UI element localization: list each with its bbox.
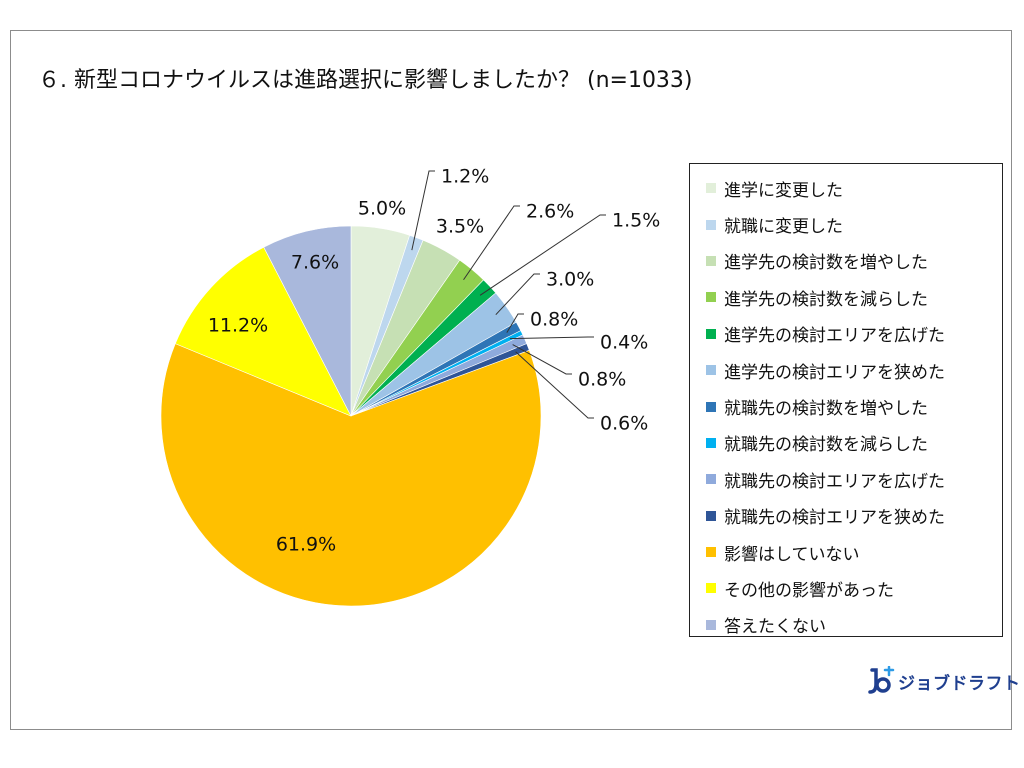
legend-swatch — [706, 292, 716, 303]
legend-swatch — [706, 219, 716, 230]
legend-item: 就職先の検討エリアを広げた — [706, 461, 1002, 497]
legend-label: 就職先の検討数を減らした — [724, 435, 928, 456]
legend-swatch — [706, 183, 716, 194]
jobdraft-logo-icon — [868, 666, 895, 694]
jobdraft-logo: ジョブドラフト — [866, 666, 1021, 696]
leader-line — [463, 205, 520, 281]
data-label: 0.8% — [530, 309, 578, 331]
legend-label: 進学先の検討エリアを狭めた — [724, 362, 945, 383]
legend-item: 進学に変更した — [706, 170, 1002, 206]
pie-slices — [160, 225, 542, 607]
legend-label: その他の影響があった — [724, 580, 894, 601]
legend-label: 進学先の検討エリアを広げた — [724, 326, 945, 347]
legend-swatch — [706, 474, 716, 485]
legend-item: 進学先の検討数を増やした — [706, 243, 1002, 279]
legend-swatch — [706, 401, 716, 412]
legend-label: 就職先の検討数を増やした — [724, 399, 928, 420]
data-label: 61.9% — [276, 534, 336, 556]
legend-label: 答えたくない — [724, 617, 826, 638]
leader-line — [411, 170, 435, 251]
pie-slice — [160, 343, 542, 607]
jobdraft-logo-text: ジョブドラフト — [898, 673, 1021, 694]
leader-line — [506, 313, 524, 333]
legend-label: 進学先の検討数を増やした — [724, 253, 928, 274]
leader-line — [479, 214, 606, 296]
legend: 進学に変更した 就職に変更した 進学先の検討数を増やした 進学先の検討数を減らし… — [689, 163, 1003, 637]
legend-swatch — [706, 547, 716, 558]
legend-label: 影響はしていない — [724, 544, 860, 565]
leader-line — [515, 351, 594, 419]
legend-swatch — [706, 510, 716, 521]
leader-line — [495, 273, 540, 316]
legend-item: 就職先の検討数を減らした — [706, 425, 1002, 461]
data-label: 2.6% — [526, 201, 574, 223]
data-label: 0.6% — [600, 413, 648, 435]
legend-label: 就職に変更した — [724, 217, 843, 238]
pie-labels: 5.0% 1.2% 3.5% 2.6% 1.5% 3.0% 0.8% 0.4% 0.8% 0.6%… — [208, 166, 660, 556]
data-label: 5.0% — [358, 198, 406, 220]
legend-item: 就職に変更した — [706, 206, 1002, 242]
legend-item: 進学先の検討エリアを広げた — [706, 316, 1002, 352]
legend-label: 就職先の検討エリアを広げた — [724, 471, 945, 492]
legend-item: 就職先の検討数を増やした — [706, 388, 1002, 424]
legend-item: 答えたくない — [706, 607, 1002, 643]
legend-label: 進学に変更した — [724, 180, 843, 201]
legend-item: 進学先の検討エリアを狭めた — [706, 352, 1002, 388]
leader-line — [509, 336, 594, 340]
legend-item: 影響はしていない — [706, 534, 1002, 570]
chart-title: ６. 新型コロナウイルスは進路選択に影響しましたか？ (n=1033) — [38, 68, 693, 93]
legend-item: 就職先の検討エリアを狭めた — [706, 498, 1002, 534]
legend-item: その他の影響があった — [706, 570, 1002, 606]
data-label: 1.5% — [612, 210, 660, 232]
legend-swatch — [706, 328, 716, 339]
legend-swatch — [706, 437, 716, 448]
data-label: 3.5% — [436, 216, 484, 238]
pie-slice — [263, 225, 352, 417]
legend-swatch — [706, 619, 716, 630]
legend-swatch — [706, 255, 716, 266]
legend-label: 進学先の検討数を減らした — [724, 289, 928, 310]
data-label: 1.2% — [441, 166, 489, 188]
leader-line — [512, 344, 572, 375]
legend-swatch — [706, 583, 716, 594]
pie-slice — [174, 246, 352, 417]
legend-swatch — [706, 365, 716, 376]
legend-item: 進学先の検討数を減らした — [706, 279, 1002, 315]
data-label: 7.6% — [291, 252, 339, 274]
data-label: 11.2% — [208, 315, 268, 337]
legend-label: 就職先の検討エリアを狭めた — [724, 508, 945, 529]
data-label: 0.8% — [578, 369, 626, 391]
data-label: 3.0% — [546, 269, 594, 291]
data-label: 0.4% — [600, 332, 648, 354]
